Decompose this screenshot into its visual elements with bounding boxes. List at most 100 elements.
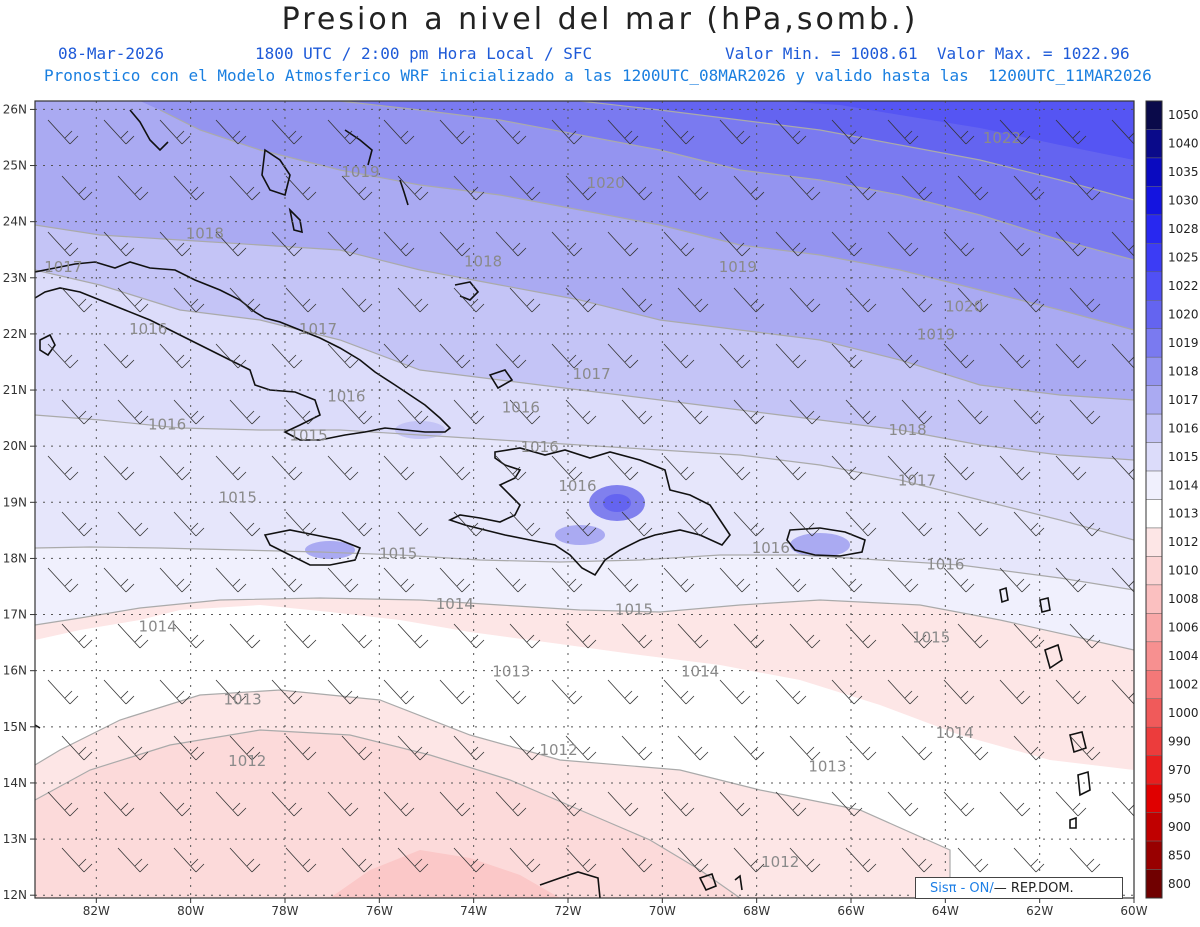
isobar-label: 1016 [926,556,964,574]
wind-barb [117,623,149,649]
wind-barb [509,399,541,425]
colorbar-label: 1014 [1168,478,1199,492]
colorbar-swatch [1145,670,1163,699]
colorbar-swatch [1145,613,1163,643]
wind-barb [397,287,429,313]
wind-barb [551,567,583,593]
wind-barb [621,399,653,425]
wind-barb [831,679,863,705]
wind-barb [271,679,303,705]
colorbar-label: 1010 [1168,564,1199,578]
colorbar-label: 1025 [1168,251,1199,265]
colorbar-label: 1000 [1168,706,1199,720]
wind-barb [719,679,751,705]
wind-barb [1111,567,1134,593]
wind-barb [775,791,807,817]
lat-label: 26N [3,102,27,116]
wind-barb [159,567,191,593]
wind-barb [285,847,317,873]
wind-barb [789,175,821,201]
colorbar-swatch [1145,698,1163,728]
lat-label: 19N [3,495,27,509]
wind-barb [901,287,933,313]
wind-barb [285,399,317,425]
lon-label: 66W [837,904,864,918]
wind-barb [61,175,93,201]
wind-barb [271,791,303,817]
lat-label: 21N [3,383,27,397]
wind-barb [789,735,821,761]
wind-barb [999,231,1031,257]
colorbar-swatch [1145,840,1163,870]
wind-barb [383,231,415,257]
wind-barb [61,623,93,649]
wind-barb [775,679,807,705]
colorbar-label: 1012 [1168,535,1199,549]
colorbar-label: 1050 [1168,108,1199,122]
wind-barb [607,567,639,593]
colorbar-label: 1002 [1168,678,1199,692]
isobar-label: 1013 [808,758,846,776]
lat-label: 13N [3,832,27,846]
wind-barb [285,511,317,537]
colorbar-swatch [1145,584,1163,614]
wind-barb [845,287,877,313]
forecast-date: 08-Mar-2026 [58,44,164,63]
isobar-label: 1013 [223,690,261,708]
wind-barb [117,287,149,313]
isobar-label: 1017 [299,320,337,338]
wind-barb [61,735,93,761]
isobar-label: 1019 [341,163,379,181]
colorbar-swatch [1145,328,1163,358]
wind-barb [1055,119,1087,145]
isobar-label: 1019 [917,326,955,344]
wind-barb [1069,287,1101,313]
wind-barb [271,343,303,369]
lat-label: 24N [3,215,27,229]
colorbar-swatch [1145,556,1163,586]
wind-barb [733,399,765,425]
wind-barb [327,455,359,481]
wind-barb [901,847,933,873]
wind-barb [831,119,863,145]
colorbar-label: 1013 [1168,507,1199,521]
wind-barb [271,119,303,145]
colorbar: 1050 1040 1035 1030 1028 1025 1022 1020 1019 1018… [1145,100,1199,899]
wind-barb [173,399,205,425]
wind-barb [229,511,261,537]
wind-barb [383,119,415,145]
colorbar-swatch [1145,869,1163,899]
wind-barb [1069,511,1101,537]
wind-barb [733,175,765,201]
wind-barb [285,623,317,649]
lat-label: 16N [3,664,27,678]
colorbar-swatch [1145,271,1163,301]
colorbar-label: 990 [1168,734,1191,748]
wind-barb [733,511,765,537]
wind-barb [397,847,429,873]
wind-barb [719,455,751,481]
isobar-label: 1015 [912,629,950,647]
colorbar-swatch [1145,129,1163,159]
isobar-label: 1015 [615,601,653,619]
colorbar-swatch [1145,413,1163,443]
wind-barb [439,679,471,705]
wind-barb [1013,511,1045,537]
wind-barb [173,175,205,201]
wind-barb [607,791,639,817]
map-frame [34,100,1135,899]
wind-barb [901,399,933,425]
wind-barb [397,735,429,761]
wind-barb [733,847,765,873]
colorbar-swatch [1145,442,1163,472]
lat-label: 17N [3,608,27,622]
wind-barb [957,399,989,425]
colorbar-label: 1016 [1168,421,1199,435]
wind-barb [229,399,261,425]
isobar-label: 1019 [719,258,757,276]
wind-barb [733,287,765,313]
wind-barb [215,343,247,369]
wind-barb [159,231,191,257]
lon-label: 62W [1026,904,1053,918]
wind-barb [439,231,471,257]
